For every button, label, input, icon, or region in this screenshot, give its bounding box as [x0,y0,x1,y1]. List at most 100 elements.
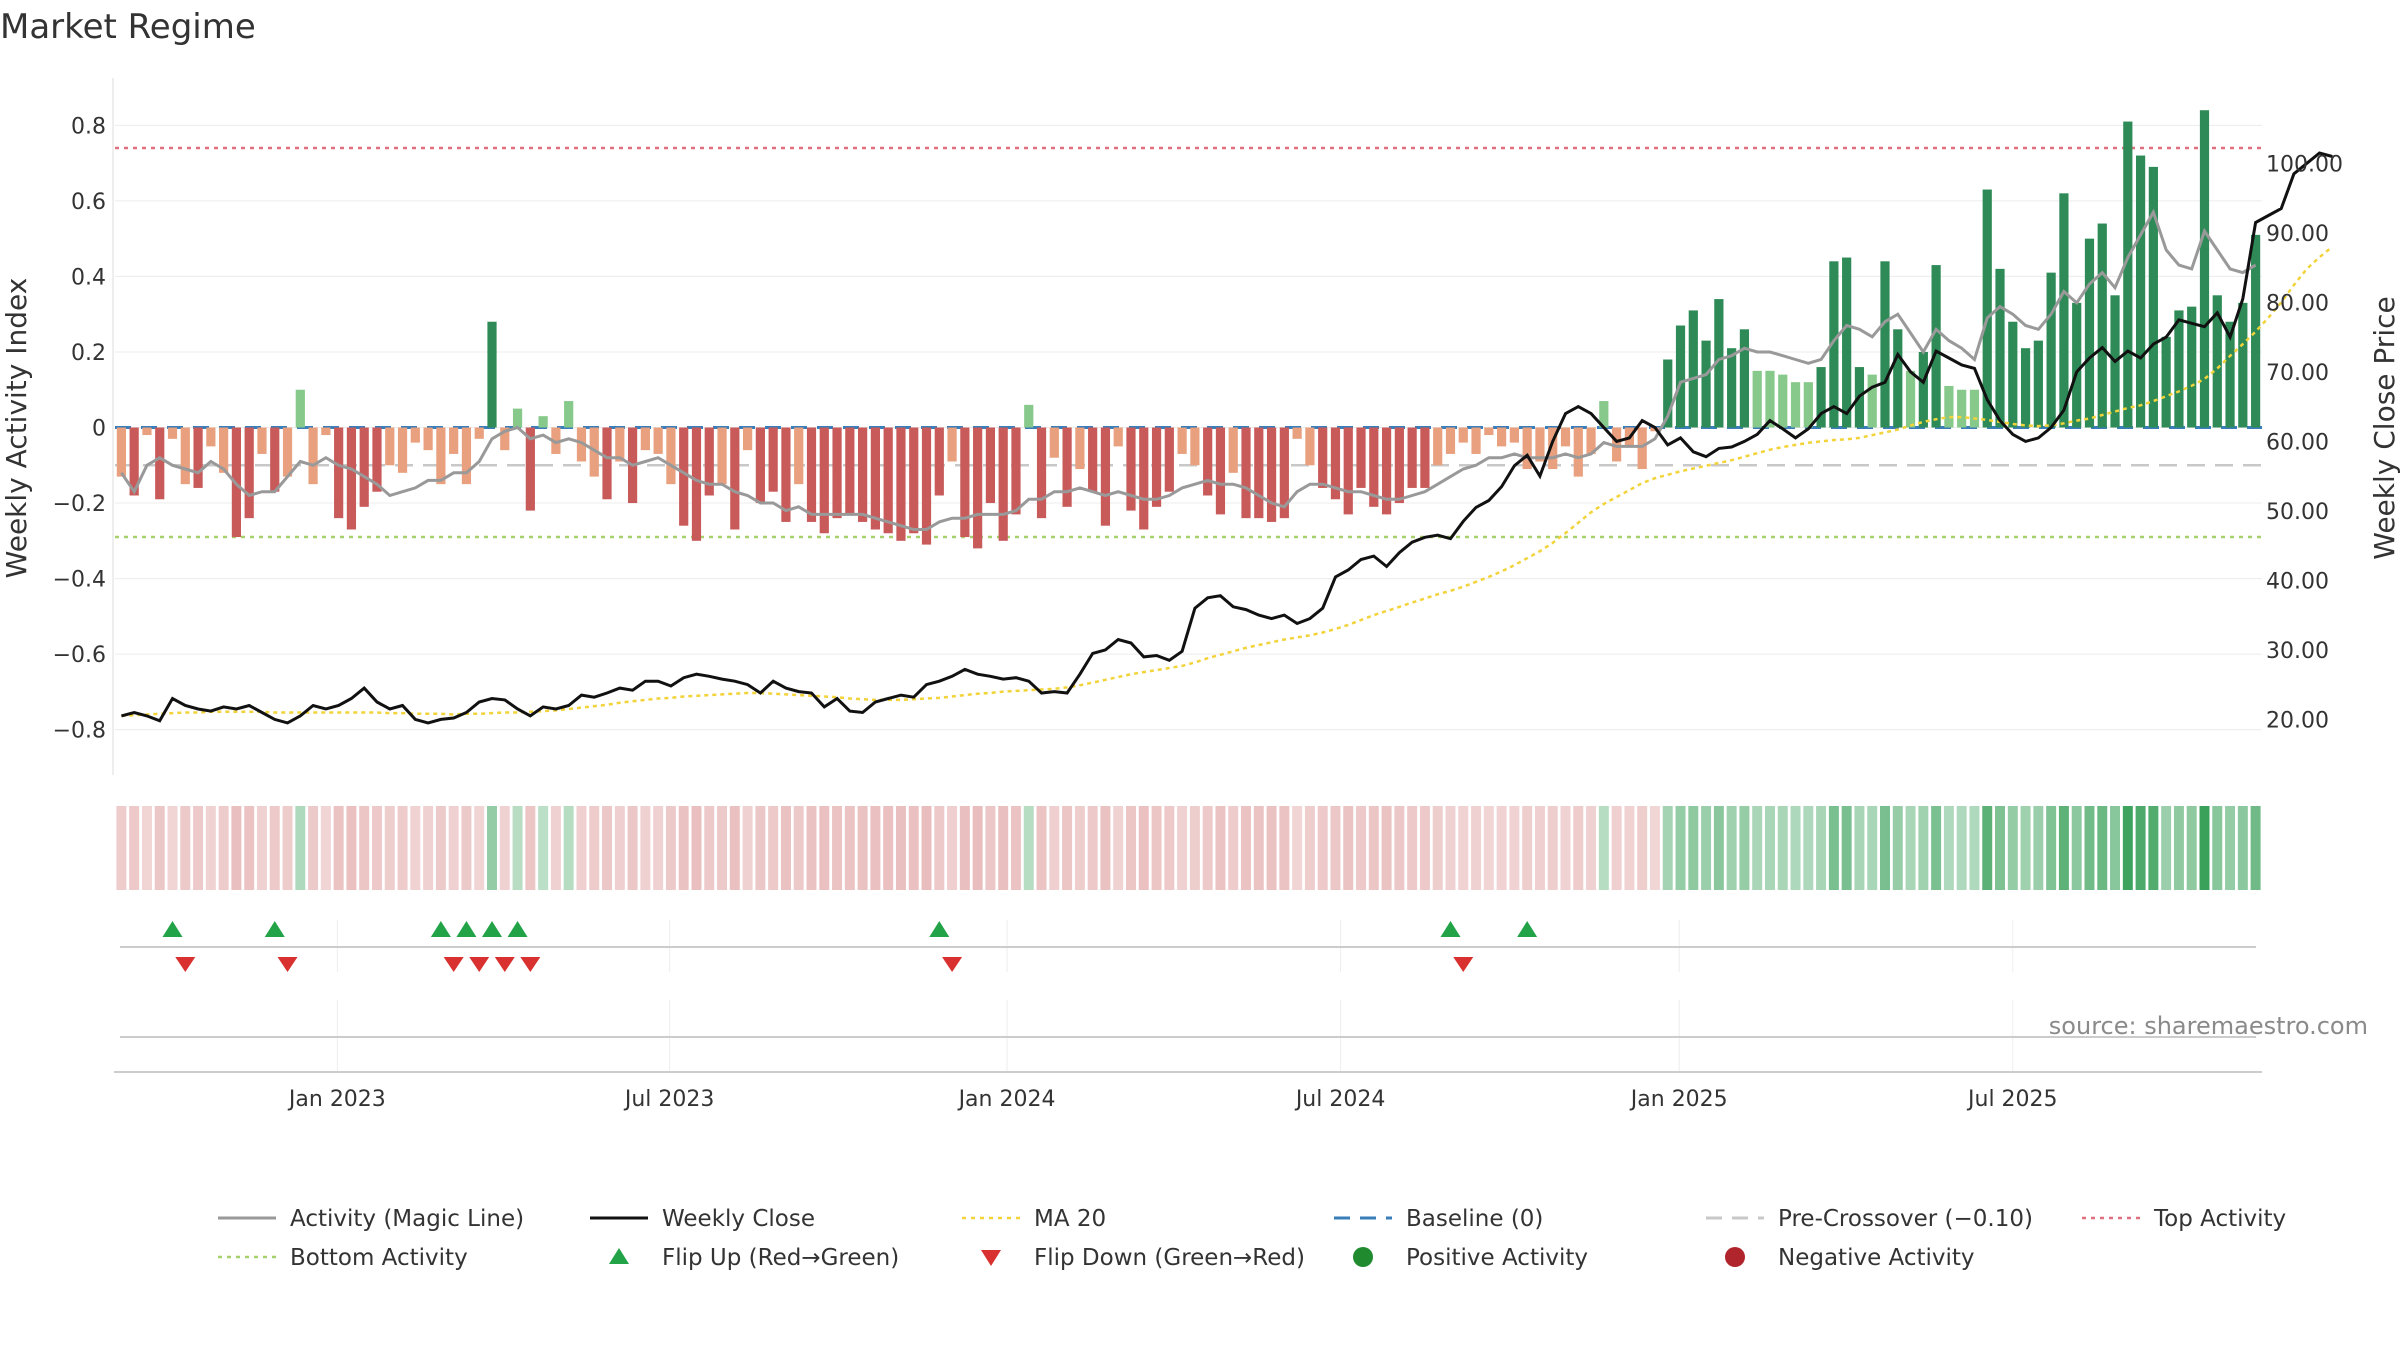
activity-bar-164 [2212,295,2222,428]
activity-bar-147 [1995,268,2005,428]
heat-cell-22 [397,806,408,890]
activity-bar-98 [1369,427,1379,507]
activity-bar-134 [1829,261,1839,428]
flip-down-marker-6 [942,957,963,972]
activity-bar-20 [372,427,382,492]
activity-bar-94 [1318,427,1328,488]
heat-cell-94 [1317,806,1328,890]
heat-cell-68 [985,806,996,890]
x-axis: Jan 2023 Jul 2023 Jan 2024 Jul 2024 Jan 2025… [114,920,2262,1112]
activity-bar-44 [679,427,689,526]
heat-cell-125 [1713,806,1724,890]
heat-cell-130 [1777,806,1788,890]
activity-bar-67 [973,427,983,549]
activity-bar-114 [1573,427,1583,477]
activity-bar-63 [921,427,932,545]
activity-bar-15 [308,427,318,485]
legend-item-7: Flip Up (Red→Green) [609,1245,899,1271]
activity-bar-66 [960,427,970,538]
heat-cell-46 [704,806,715,890]
heat-cell-90 [1266,806,1277,890]
heat-cell-93 [1304,806,1315,890]
activity-bar-129 [1765,370,1775,428]
activity-bar-145 [1969,389,1980,428]
heat-cell-84 [1189,806,1200,890]
heat-cell-148 [2007,806,2018,890]
heat-cell-115 [1586,806,1597,890]
heat-cell-154 [2084,806,2095,890]
heat-cell-165 [2225,806,2236,890]
activity-bar-154 [2084,238,2095,428]
heat-cell-29 [487,806,497,890]
heat-cell-132 [1803,806,1814,890]
heat-cell-131 [1790,806,1801,890]
flip-up-marker-2 [430,921,451,937]
activity-bar-64 [934,427,944,496]
activity-bar-32 [525,427,535,511]
activity-bar-24 [423,427,433,451]
activity-bar-70 [1011,427,1021,515]
activity-bar-7 [206,427,216,447]
heat-cell-147 [1995,806,2005,890]
activity-bar-150 [2033,340,2043,428]
heat-cell-112 [1547,806,1558,890]
heat-cell-124 [1701,806,1712,890]
activity-bar-69 [998,427,1008,541]
activity-bar-25 [436,427,446,485]
x-tick-label-0: Jan 2023 [287,1087,386,1112]
legend-label-4: Pre-Crossover (−0.10) [1778,1206,2033,1232]
activity-bar-71 [1024,404,1034,428]
right-tick-label-8: 20.00 [2266,708,2329,733]
y-axis-right-label: Weekly Close Price [2368,296,2400,559]
heat-cell-31 [512,806,523,890]
heat-cell-161 [2173,806,2184,890]
activity-bar-74 [1062,427,1072,507]
activity-bar-84 [1190,427,1200,466]
heat-cell-11 [256,806,267,890]
heat-cell-19 [359,806,370,890]
flip-up-marker-6 [929,921,950,937]
heat-cell-71 [1023,806,1034,890]
activity-bar-100 [1394,427,1404,504]
activity-bar-106 [1471,427,1481,454]
activity-bar-148 [2008,321,2018,428]
heat-cell-32 [525,806,536,890]
activity-bar-28 [474,427,484,439]
heat-cell-16 [320,806,331,890]
activity-bar-123 [1688,310,1698,428]
activity-bar-81 [1151,427,1162,507]
flip-down-marker-4 [494,957,515,972]
activity-bar-42 [653,427,663,454]
activity-bar-107 [1484,427,1494,436]
activity-bar-119 [1637,427,1647,470]
legend-swatch-10 [1725,1247,1745,1267]
activity-bar-52 [781,427,791,522]
heat-cell-65 [947,806,958,890]
activity-bar-103 [1433,427,1443,466]
activity-bar-21 [385,427,395,466]
heat-cell-21 [384,806,395,890]
activity-bar-140 [1905,370,1916,428]
left-tick-label-2: 0.4 [71,265,106,290]
heat-cell-13 [282,806,293,890]
activity-bar-0 [116,427,126,477]
heat-cell-3 [154,806,165,890]
activity-bar-13 [282,427,293,477]
y-axis-left-label: Weekly Activity Index [0,278,33,579]
legend-label-2: MA 20 [1034,1206,1106,1232]
activity-bar-92 [1292,427,1302,439]
heat-cell-134 [1828,806,1839,890]
legend-item-3: Baseline (0) [1334,1206,1543,1232]
activity-bar-160 [2161,336,2171,428]
activity-bar-73 [1049,427,1059,458]
activity-bar-18 [346,427,357,530]
activity-bar-111 [1535,427,1545,462]
heat-cell-109 [1509,806,1520,890]
heat-cell-152 [2058,806,2069,890]
heat-cell-164 [2212,806,2223,890]
activity-bar-110 [1522,427,1532,470]
activity-bar-155 [2097,223,2107,428]
activity-bar-89 [1254,427,1264,519]
heat-cell-101 [1407,806,1418,890]
heat-cell-118 [1624,806,1635,890]
